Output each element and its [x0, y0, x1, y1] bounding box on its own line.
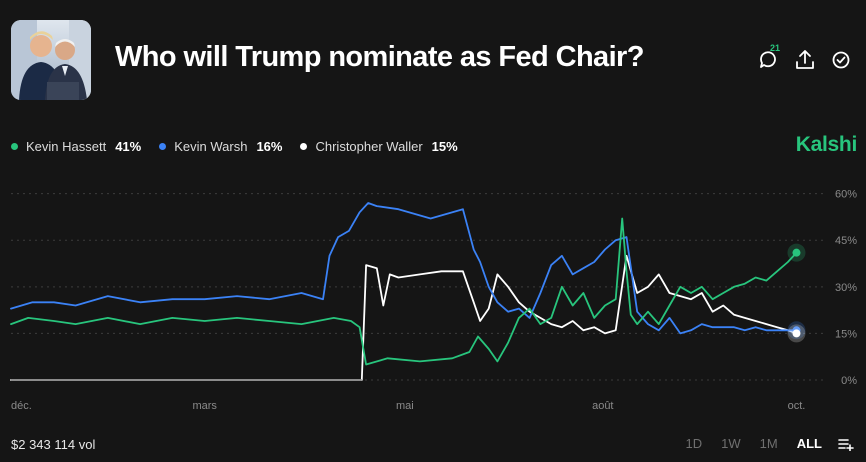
range-1d-button[interactable]: 1D: [685, 436, 703, 451]
x-tick-label: août: [592, 400, 613, 412]
legend-name: Christopher Waller: [315, 138, 423, 154]
range-1m-button[interactable]: 1M: [759, 436, 778, 451]
y-tick-label: 0%: [841, 375, 857, 387]
volume-text: $2 343 114 vol: [11, 437, 96, 452]
y-tick-label: 30%: [835, 282, 857, 294]
series-line-kevin-hassett: [10, 217, 798, 366]
watch-button[interactable]: [829, 46, 853, 74]
legend-item-waller[interactable]: Christopher Waller 15%: [300, 138, 458, 154]
share-icon: [796, 50, 814, 69]
legend-percent: 41%: [115, 138, 142, 154]
legend-dot: [11, 142, 18, 150]
share-button[interactable]: [793, 46, 817, 74]
endpoint-dot: [792, 248, 801, 257]
comments-button[interactable]: 21: [757, 43, 781, 74]
market-thumbnail[interactable]: [11, 20, 91, 100]
y-tick-label: 15%: [835, 328, 857, 340]
legend-name: Kevin Warsh: [174, 138, 248, 154]
legend-dot: [300, 142, 308, 150]
y-tick-label: 45%: [835, 235, 857, 247]
x-tick-label: oct.: [788, 400, 806, 412]
page-title: Who will Trump nominate as Fed Chair?: [115, 41, 644, 73]
range-selector: 1D 1W 1M ALL: [667, 436, 854, 451]
x-tick-label: déc.: [11, 400, 32, 412]
list-add-icon[interactable]: [838, 437, 854, 451]
watch-check-icon: [832, 51, 850, 69]
x-tick-label: mai: [396, 400, 414, 412]
price-chart[interactable]: 60% 45% 30% 15% 0% déc. mars mai août oct.: [0, 170, 866, 420]
legend-dot: [159, 142, 167, 150]
kalshi-logo[interactable]: Kalshi: [795, 133, 858, 156]
legend-percent: 15%: [431, 138, 458, 154]
header-actions: 21: [757, 43, 853, 74]
range-1w-button[interactable]: 1W: [721, 436, 741, 451]
chart-legend: Kevin Hassett 41% Kevin Warsh 16% Christ…: [11, 137, 476, 155]
legend-name: Kevin Hassett: [26, 138, 107, 154]
comment-icon: [760, 51, 776, 68]
series-line-christopher-waller: [10, 254, 798, 381]
legend-percent: 16%: [256, 138, 283, 154]
range-all-button[interactable]: ALL: [796, 436, 822, 451]
endpoint-dot: [792, 329, 801, 338]
y-tick-label: 60%: [835, 189, 857, 201]
portrait-photo-icon: [11, 20, 91, 100]
legend-item-warsh[interactable]: Kevin Warsh 16%: [159, 139, 282, 154]
x-tick-label: mars: [192, 400, 217, 412]
comment-count-badge: 21: [770, 43, 781, 53]
legend-item-hassett[interactable]: Kevin Hassett 41%: [11, 139, 141, 154]
series-line-kevin-warsh: [10, 202, 798, 335]
